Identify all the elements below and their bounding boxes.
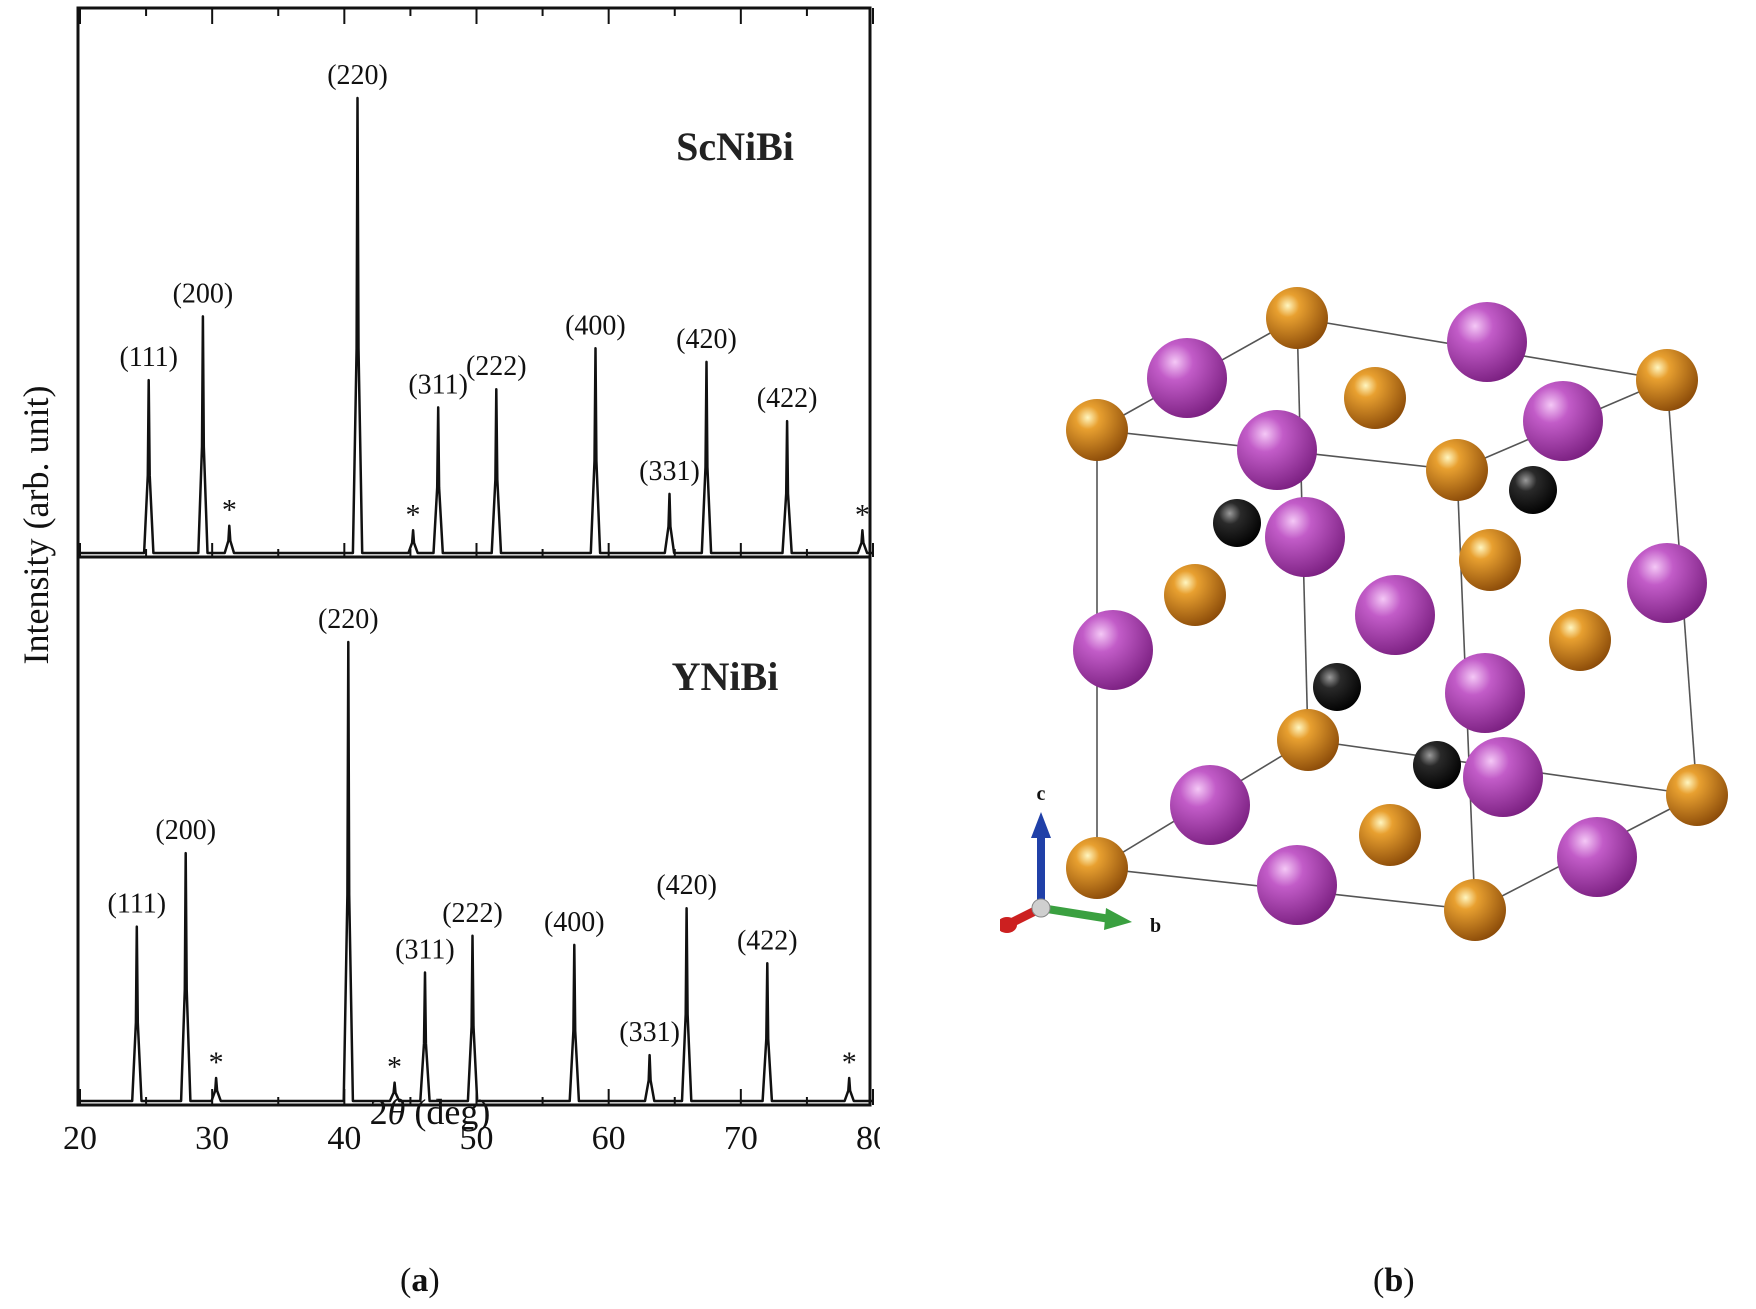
axis-b-label: b	[1150, 915, 1161, 937]
peak-label: (331)	[619, 1017, 680, 1048]
peak-label: (220)	[327, 60, 388, 91]
y-axis-label: Intensity (arb. unit)	[16, 386, 56, 665]
x-tick-label: 80	[856, 1120, 880, 1157]
crystal-structure-image: c b a	[1000, 287, 1728, 941]
x-tick-label: 70	[724, 1120, 758, 1157]
black-atom	[1413, 741, 1461, 789]
purple-atom	[1557, 817, 1637, 897]
peak-label: (400)	[544, 907, 605, 938]
orange-atom	[1426, 439, 1488, 501]
orange-atom	[1666, 764, 1728, 826]
axis-triad: c b a	[1000, 783, 1161, 937]
purple-atom	[1170, 765, 1250, 845]
x-tick-label: 40	[327, 1120, 361, 1157]
peak-label: (420)	[676, 324, 737, 355]
impurity-marker: *	[406, 498, 421, 531]
orange-atom	[1636, 349, 1698, 411]
x-tick-label: 20	[63, 1120, 97, 1157]
peak-label: (400)	[565, 310, 626, 341]
purple-atom	[1237, 410, 1317, 490]
purple-atom	[1147, 338, 1227, 418]
peak-label: (222)	[442, 898, 503, 929]
peak-label: (200)	[173, 278, 234, 309]
axis-c-label: c	[1037, 783, 1046, 805]
series-name-label: ScNiBi	[676, 124, 794, 169]
atoms	[1066, 287, 1728, 941]
impurity-marker: *	[842, 1046, 857, 1079]
peak-label: (422)	[757, 383, 818, 414]
x-axis-label: 2θ (deg)	[370, 1092, 491, 1132]
orange-atom	[1444, 879, 1506, 941]
orange-atom	[1164, 564, 1226, 626]
impurity-marker: *	[209, 1046, 224, 1079]
orange-atom	[1066, 837, 1128, 899]
orange-atom	[1344, 367, 1406, 429]
series-name-label: YNiBi	[672, 654, 779, 699]
purple-atom	[1523, 381, 1603, 461]
series-line-ScNiBi	[80, 96, 873, 555]
x-tick-label: 60	[592, 1120, 626, 1157]
peak-label: (111)	[108, 889, 167, 920]
orange-atom	[1549, 609, 1611, 671]
black-atom	[1313, 663, 1361, 711]
impurity-marker: *	[222, 494, 237, 527]
orange-atom	[1066, 399, 1128, 461]
impurity-marker: *	[855, 498, 870, 531]
orange-atom	[1459, 529, 1521, 591]
peak-label: (222)	[466, 351, 527, 382]
peak-label: (422)	[737, 925, 798, 956]
x-tick-label: 30	[195, 1120, 229, 1157]
purple-atom	[1447, 302, 1527, 382]
purple-atom	[1355, 575, 1435, 655]
series-line-YNiBi	[80, 640, 873, 1103]
panel-label-a: (a)	[400, 1262, 440, 1299]
purple-atom	[1265, 497, 1345, 577]
purple-atom	[1463, 737, 1543, 817]
purple-atom	[1073, 610, 1153, 690]
peak-label: (420)	[656, 870, 717, 901]
peak-label: (220)	[318, 604, 379, 635]
purple-atom	[1445, 653, 1525, 733]
orange-atom	[1359, 804, 1421, 866]
purple-atom	[1257, 845, 1337, 925]
panel-label-b: (b)	[1373, 1262, 1415, 1299]
orange-atom	[1266, 287, 1328, 349]
peak-label: (111)	[119, 342, 178, 373]
peak-label: (200)	[155, 815, 216, 846]
peak-label: (311)	[408, 369, 468, 400]
impurity-marker: *	[387, 1051, 402, 1084]
black-atom	[1509, 466, 1557, 514]
black-atom	[1213, 499, 1261, 547]
xrd-chart: 20 30 40 50 60 70 80 ScNiBi (111) (200) * (220) * (31…	[16, 6, 880, 1157]
orange-atom	[1277, 709, 1339, 771]
peak-label: (331)	[639, 456, 700, 487]
x-tick-label: 50	[460, 1120, 494, 1157]
peak-label: (311)	[395, 934, 455, 965]
purple-atom	[1627, 543, 1707, 623]
